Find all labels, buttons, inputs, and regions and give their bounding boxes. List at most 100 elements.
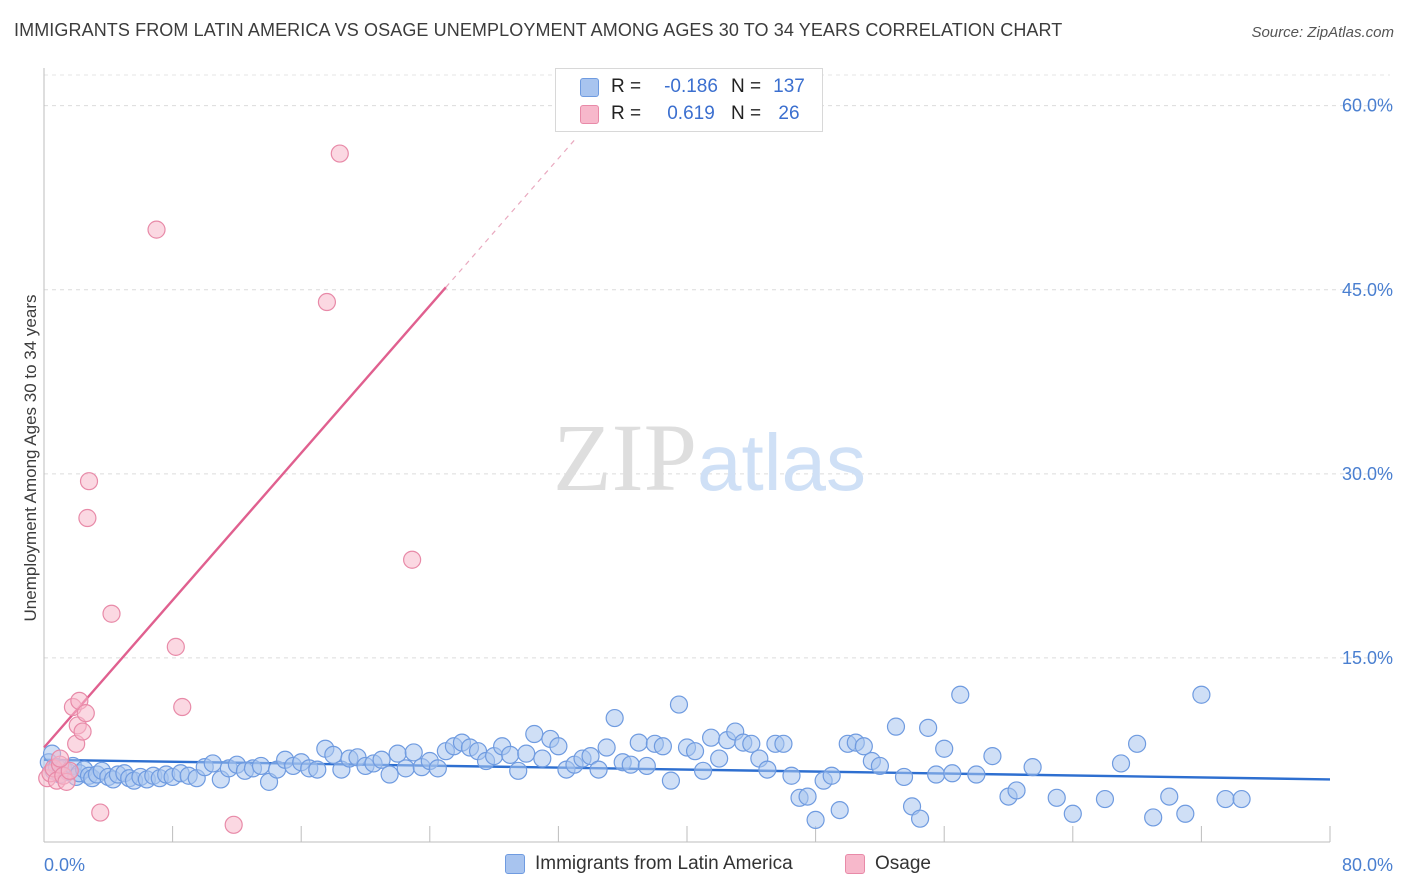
latin-america-point[interactable] <box>534 750 551 767</box>
latin-america-point[interactable] <box>654 738 671 755</box>
y-axis-title: Unemployment Among Ages 30 to 34 years <box>21 295 40 622</box>
bottom-legend-latin-america[interactable]: Immigrants from Latin America <box>505 851 793 877</box>
latin-america-point[interactable] <box>896 768 913 785</box>
latin-america-point[interactable] <box>984 748 1001 765</box>
latin-america-point[interactable] <box>711 750 728 767</box>
latin-america-point[interactable] <box>590 761 607 778</box>
latin-america-point[interactable] <box>1129 735 1146 752</box>
bottom-legend-label: Osage <box>875 853 931 875</box>
osage-point[interactable] <box>318 294 335 311</box>
latin-america-point[interactable] <box>944 765 961 782</box>
osage-trend-line <box>44 287 446 747</box>
latin-america-point[interactable] <box>630 734 647 751</box>
latin-america-point[interactable] <box>1161 788 1178 805</box>
latin-america-point[interactable] <box>381 766 398 783</box>
watermark-zip: ZIP <box>553 404 697 511</box>
latin-america-point[interactable] <box>510 762 527 779</box>
latin-america-point[interactable] <box>887 718 904 735</box>
gridlines <box>44 75 1390 658</box>
latin-america-point[interactable] <box>1145 809 1162 826</box>
latin-america-point[interactable] <box>687 743 704 760</box>
latin-america-point[interactable] <box>518 745 535 762</box>
latin-america-point[interactable] <box>550 738 567 755</box>
latin-america-point[interactable] <box>823 767 840 784</box>
osage-point[interactable] <box>74 723 91 740</box>
legend-swatch-blue <box>580 78 599 97</box>
latin-america-point[interactable] <box>783 767 800 784</box>
bottom-legend-swatch-blue <box>505 854 525 874</box>
latin-america-point[interactable] <box>638 757 655 774</box>
latin-america-point[interactable] <box>309 761 326 778</box>
osage-point[interactable] <box>92 804 109 821</box>
bottom-legend-swatch-pink <box>845 854 865 874</box>
osage-point[interactable] <box>225 816 242 833</box>
latin-america-point[interactable] <box>831 802 848 819</box>
legend-row-latin-america: R = -0.186 N = 137 <box>556 74 809 100</box>
latin-america-point[interactable] <box>799 788 816 805</box>
latin-america-point[interactable] <box>807 811 824 828</box>
bottom-legend-osage[interactable]: Osage <box>845 851 931 877</box>
y-tick-label: 15.0% <box>1342 648 1393 668</box>
latin-america-point[interactable] <box>695 762 712 779</box>
latin-america-point[interactable] <box>429 760 446 777</box>
y-tick-label: 30.0% <box>1342 464 1393 484</box>
latin-america-point[interactable] <box>1177 805 1194 822</box>
latin-america-point[interactable] <box>1217 791 1234 808</box>
osage-point[interactable] <box>404 551 421 568</box>
osage-point[interactable] <box>52 750 69 767</box>
latin-america-point[interactable] <box>622 756 639 773</box>
latin-america-point[interactable] <box>1113 755 1130 772</box>
latin-america-point[interactable] <box>920 719 937 736</box>
latin-america-point[interactable] <box>871 757 888 774</box>
latin-america-point[interactable] <box>936 740 953 757</box>
legend-n-label: N = <box>731 76 769 98</box>
watermark: ZIPatlas <box>553 402 866 513</box>
osage-point[interactable] <box>103 605 120 622</box>
osage-trend-extension <box>446 140 575 287</box>
osage-point[interactable] <box>174 699 191 716</box>
latin-america-point[interactable] <box>1096 791 1113 808</box>
latin-america-point[interactable] <box>502 746 519 763</box>
legend-swatch-pink <box>580 105 599 124</box>
legend-n-value: 26 <box>769 103 809 125</box>
watermark-atlas: atlas <box>697 418 866 507</box>
legend-n-value: 137 <box>769 76 809 98</box>
latin-america-point[interactable] <box>662 772 679 789</box>
latin-america-point[interactable] <box>912 810 929 827</box>
y-tick-label: 45.0% <box>1342 280 1393 300</box>
y-tick-label: 60.0% <box>1342 96 1393 116</box>
x-tick-label: 80.0% <box>1342 855 1393 875</box>
latin-america-point[interactable] <box>1193 686 1210 703</box>
latin-america-point[interactable] <box>526 726 543 743</box>
latin-america-point[interactable] <box>670 696 687 713</box>
latin-america-point[interactable] <box>1064 805 1081 822</box>
latin-america-point[interactable] <box>1233 791 1250 808</box>
osage-point[interactable] <box>167 638 184 655</box>
legend-n-label: N = <box>731 103 769 125</box>
latin-america-point[interactable] <box>928 766 945 783</box>
latin-america-point[interactable] <box>598 739 615 756</box>
latin-america-point[interactable] <box>1024 759 1041 776</box>
latin-america-point[interactable] <box>204 755 221 772</box>
osage-point[interactable] <box>331 145 348 162</box>
latin-america-point[interactable] <box>253 757 270 774</box>
legend-r-label: R = <box>611 103 651 125</box>
latin-america-point[interactable] <box>397 760 414 777</box>
x-tick-label: 0.0% <box>44 855 85 875</box>
latin-america-point[interactable] <box>775 735 792 752</box>
legend-r-label: R = <box>611 76 651 98</box>
latin-america-point[interactable] <box>1008 782 1025 799</box>
osage-point[interactable] <box>77 705 94 722</box>
correlation-legend: R = -0.186 N = 137 R = 0.619 N = 26 <box>555 68 823 132</box>
bottom-legend-label: Immigrants from Latin America <box>535 853 793 875</box>
latin-america-point[interactable] <box>952 686 969 703</box>
latin-america-point[interactable] <box>759 761 776 778</box>
latin-america-point[interactable] <box>703 729 720 746</box>
osage-point[interactable] <box>148 221 165 238</box>
latin-america-point[interactable] <box>606 710 623 727</box>
osage-point[interactable] <box>79 510 96 527</box>
latin-america-point[interactable] <box>1048 789 1065 806</box>
legend-r-value: -0.186 <box>651 76 731 98</box>
osage-point[interactable] <box>81 473 98 490</box>
latin-america-point[interactable] <box>968 766 985 783</box>
